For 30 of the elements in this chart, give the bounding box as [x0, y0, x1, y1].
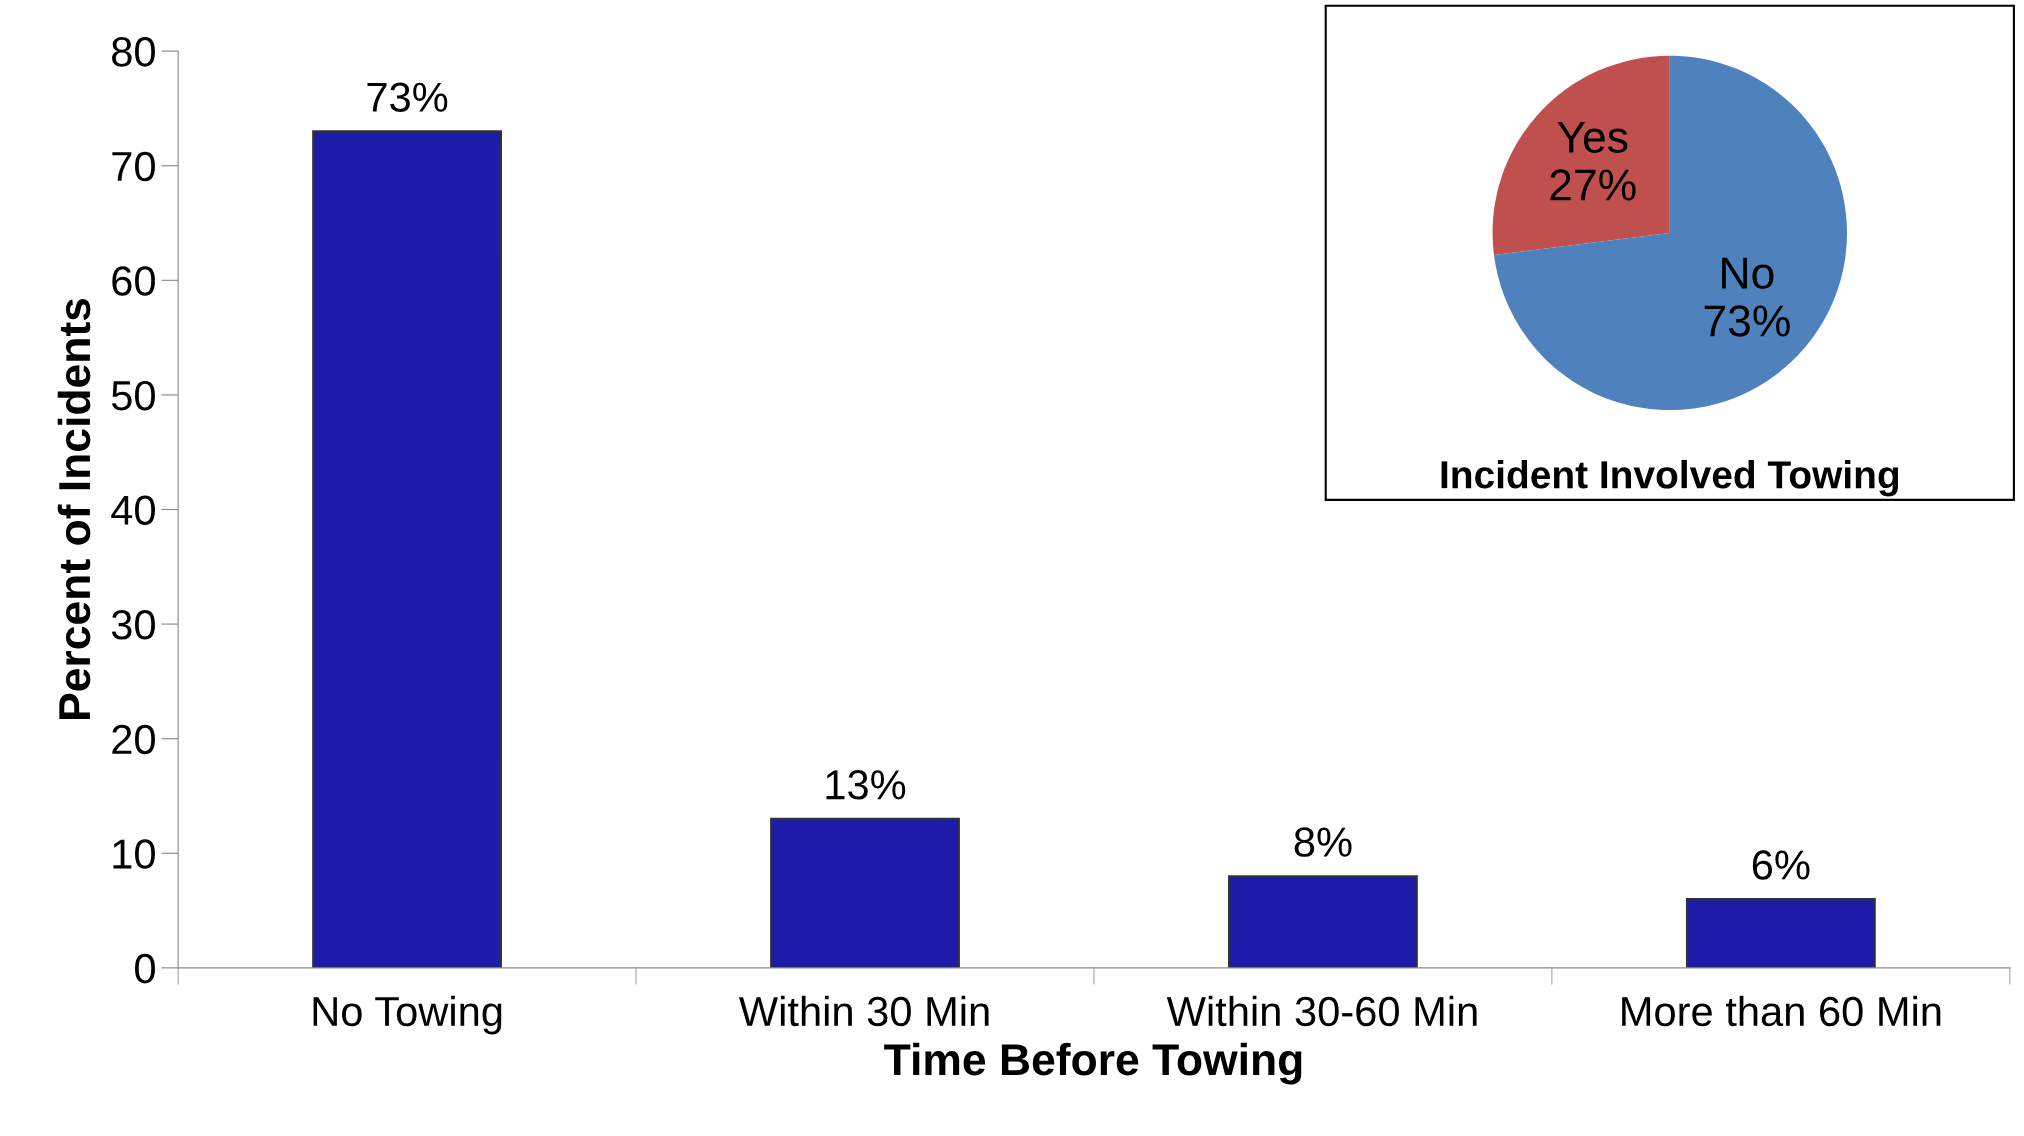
y-tick-label: 70 [112, 151, 155, 182]
data-label: 27% [1550, 169, 1636, 201]
data-label: 13% [826, 770, 906, 800]
x-tick-label: Within 30 Min [738, 995, 989, 1027]
y-tick-label: 10 [113, 839, 155, 869]
data-label: 6% [1752, 850, 1810, 880]
y-tick-label: 20 [112, 724, 155, 755]
x-tick-label: Within 30-60 Min [1166, 995, 1477, 1027]
data-label: 73% [367, 82, 448, 112]
y-tick-label: 50 [111, 380, 155, 411]
x-axis-title: Time Before Towing [884, 1042, 1302, 1085]
slice-label: No [1722, 257, 1774, 289]
bar [770, 817, 960, 968]
x-tick-label: No Towing [313, 995, 502, 1035]
data-label: 8% [1294, 827, 1352, 857]
bar [312, 130, 502, 968]
bar [1685, 898, 1876, 968]
y-tick-label: 80 [112, 37, 155, 67]
x-tick-label: More than 60 Min [1622, 995, 1941, 1027]
data-label: 73% [1704, 305, 1790, 337]
y-tick-label: 0 [135, 953, 155, 984]
y-tick-label: 30 [111, 610, 155, 640]
slice-label: Yes [1557, 121, 1628, 153]
text: Incident Involved Towing [1441, 459, 1899, 497]
y-axis-title: Percent of Incidents [57, 298, 91, 719]
y-tick-label: 40 [111, 495, 155, 525]
bar [1228, 875, 1418, 968]
y-tick-label: 60 [112, 266, 155, 296]
pie-slice [1492, 55, 1670, 256]
pie-slice [1493, 55, 1848, 411]
